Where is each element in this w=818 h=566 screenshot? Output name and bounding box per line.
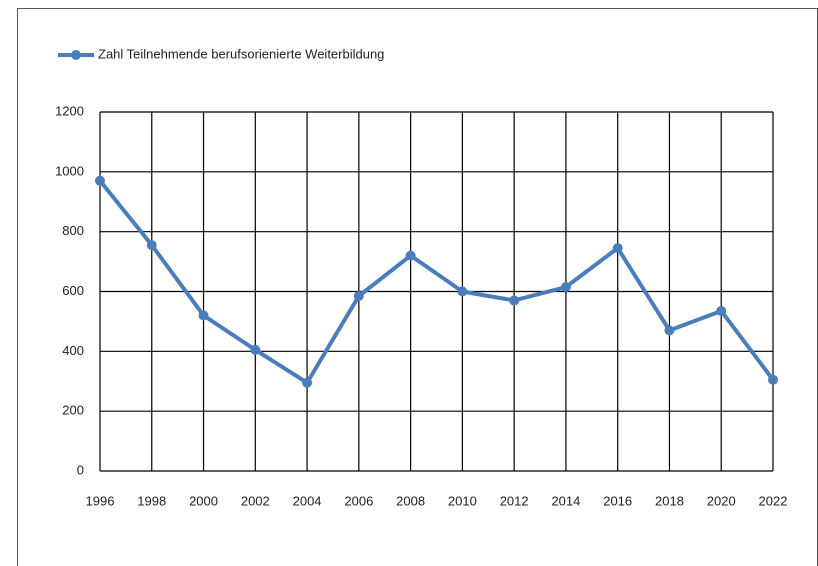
data-point xyxy=(560,282,571,293)
x-tick-label: 1996 xyxy=(86,493,115,508)
y-tick-label: 1200 xyxy=(55,103,84,118)
y-tick-label: 400 xyxy=(62,343,84,358)
legend-label: Zahl Teilnehmende berufsorienierte Weite… xyxy=(98,46,384,61)
data-point xyxy=(405,250,416,261)
x-tick-label: 2022 xyxy=(759,493,788,508)
data-point xyxy=(612,243,623,254)
x-tick-label: 2016 xyxy=(603,493,632,508)
data-point xyxy=(664,325,675,336)
x-tick-label: 2012 xyxy=(500,493,529,508)
x-tick-label: 1998 xyxy=(137,493,166,508)
data-point xyxy=(353,290,364,301)
data-point xyxy=(716,305,727,316)
data-line xyxy=(98,179,775,385)
x-tick-label: 2008 xyxy=(396,493,425,508)
data-point xyxy=(457,286,468,297)
data-point xyxy=(302,377,313,388)
y-tick-label: 800 xyxy=(62,223,84,238)
data-point xyxy=(146,240,157,251)
frame xyxy=(17,8,818,566)
x-tick-label: 2018 xyxy=(655,493,684,508)
x-tick-label: 2006 xyxy=(344,493,373,508)
y-tick-label: 200 xyxy=(62,403,84,418)
x-tick-label: 2010 xyxy=(448,493,477,508)
data-point xyxy=(198,310,209,321)
data-point xyxy=(95,175,105,186)
data-point xyxy=(509,295,520,306)
y-tick-label: 600 xyxy=(62,283,84,298)
data-point xyxy=(250,344,261,355)
y-tick-label: 1000 xyxy=(55,163,84,178)
data-point xyxy=(768,374,778,385)
x-tick-label: 2004 xyxy=(293,493,322,508)
x-tick-label: 2002 xyxy=(241,493,270,508)
x-tick-label: 2000 xyxy=(189,493,218,508)
y-tick-label: 0 xyxy=(77,462,84,477)
legend-marker xyxy=(71,50,81,60)
x-tick-label: 2014 xyxy=(551,493,580,508)
x-tick-label: 2020 xyxy=(707,493,736,508)
